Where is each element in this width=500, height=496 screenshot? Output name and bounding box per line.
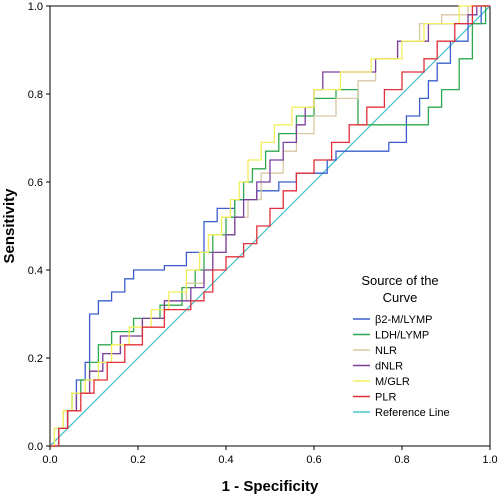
legend-label-dnlr: dNLR	[375, 361, 403, 373]
x-tick-label: 0.0	[42, 454, 57, 466]
tick-layer: 0.0 0.2 0.4 0.6 0.8 1.0 0.0 0.2 0.4 0.6 0.8 1.0	[28, 1, 498, 466]
series-line-plr	[50, 5, 490, 447]
legend-label-2-m-lymp: β2-M/LYMP	[375, 314, 432, 326]
x-tick-label: 0.2	[130, 454, 145, 466]
legend-label-m-glr: M/GLR	[375, 376, 410, 388]
legend-items: β2-M/LYMP LDH/LYMP NLR dNLR M/GLR PLR Referenc…	[353, 314, 450, 419]
y-tick-label: 0.8	[28, 89, 43, 101]
y-axis-title: Sensitivity	[1, 188, 18, 264]
y-tick-label: 0.0	[28, 441, 43, 453]
x-tick-label: 0.4	[218, 454, 233, 466]
x-tick-label: 0.8	[394, 454, 409, 466]
legend-label-nlr: NLR	[375, 345, 397, 357]
legend: Source of the Curve β2-M/LYMP LDH/LYMP NLR…	[353, 273, 450, 419]
legend-label-plr: PLR	[375, 392, 396, 404]
series-line-m-glr	[50, 5, 490, 447]
legend-title-line2: Curve	[383, 290, 418, 305]
y-tick-label: 1.0	[28, 1, 43, 13]
x-tick-label: 1.0	[482, 454, 497, 466]
y-tick-label: 0.4	[28, 265, 43, 277]
x-axis-title: 1 - Specificity	[222, 478, 319, 495]
legend-label-reference-line: Reference Line	[375, 407, 450, 419]
x-tick-label: 0.6	[306, 454, 321, 466]
y-tick-label: 0.6	[28, 177, 43, 189]
y-tick-label: 0.2	[28, 353, 43, 365]
legend-title-line1: Source of the	[361, 273, 438, 288]
series-layer	[49, 5, 491, 447]
legend-label-ldh-lymp: LDH/LYMP	[375, 330, 429, 342]
